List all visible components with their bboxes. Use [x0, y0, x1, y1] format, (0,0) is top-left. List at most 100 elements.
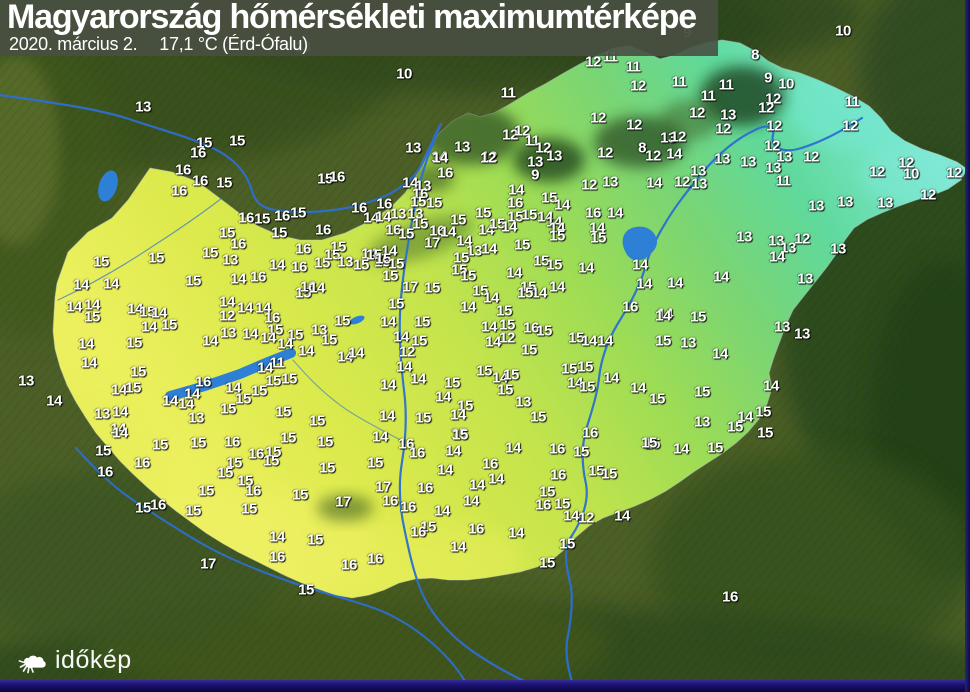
temp-label: 16 — [482, 455, 498, 473]
temp-label: 15 — [130, 363, 146, 381]
temp-label: 15 — [496, 302, 512, 320]
temp-label: 14 — [84, 296, 100, 314]
temp-label: 13 — [794, 325, 810, 343]
temp-label: 12 — [630, 77, 646, 95]
temp-label: 15 — [472, 282, 488, 300]
temp-label: 15 — [292, 486, 308, 504]
temp-label: 14 — [655, 307, 671, 325]
temp-label: 16 — [523, 319, 539, 337]
temp-label: 15 — [460, 267, 476, 285]
temp-label: 9 — [531, 166, 539, 184]
temp-label: 16 — [376, 195, 392, 213]
temp-label: 16 — [238, 209, 254, 227]
temp-label: 17 — [424, 234, 440, 252]
temp-label: 14 — [298, 342, 314, 360]
temp-label: 15 — [559, 535, 575, 553]
temp-label: 15 — [410, 193, 426, 211]
temp-label: 15 — [539, 554, 555, 572]
temp-label: 15 — [727, 418, 743, 436]
temp-label: 15 — [533, 252, 549, 270]
temp-label: 14 — [309, 279, 325, 297]
temp-label: 15 — [271, 224, 287, 242]
temp-label: 12 — [480, 149, 496, 167]
temp-label: 15 — [226, 454, 242, 472]
temp-label: 14 — [607, 204, 623, 222]
temp-label: 16 — [171, 182, 187, 200]
temp-label: 16 — [367, 550, 383, 568]
temp-label: 13 — [780, 239, 796, 257]
lakes — [98, 170, 658, 401]
temp-label: 16 — [224, 433, 240, 451]
temp-label: 15 — [476, 362, 492, 380]
temp-label: 15 — [185, 502, 201, 520]
temp-label: 14 — [81, 354, 97, 372]
temp-label: 13 — [740, 153, 756, 171]
temp-label: 13 — [690, 162, 706, 180]
temp-label: 12 — [842, 117, 858, 135]
temp-label: 15 — [185, 272, 201, 290]
temp-label: 14 — [456, 232, 472, 250]
temp-label: 14 — [410, 370, 426, 388]
temp-label: 13 — [736, 228, 752, 246]
temp-label: 13 — [714, 150, 730, 168]
temp-label: 14 — [380, 376, 396, 394]
temp-label: 16 — [341, 556, 357, 574]
temp-label: 13 — [660, 129, 676, 147]
temp-label: 16 — [264, 309, 280, 327]
temp-label: 15 — [126, 334, 142, 352]
temp-label: 12 — [219, 307, 235, 325]
temp-label: 14 — [463, 492, 479, 510]
temp-label: 13 — [515, 393, 531, 411]
footer-color-bar — [0, 680, 970, 692]
temp-label: 14 — [402, 174, 418, 192]
temp-label: 15 — [398, 225, 414, 243]
temp-label: 11 — [500, 84, 516, 102]
temp-label: 15 — [457, 397, 473, 415]
temp-label: 15 — [366, 246, 382, 264]
temp-label: 16 — [412, 185, 428, 203]
temp-label: 15 — [497, 381, 513, 399]
temp-label: 13 — [337, 253, 353, 271]
temp-label: 15 — [382, 267, 398, 285]
temp-label: 14 — [277, 335, 293, 353]
temp-label: 15 — [453, 249, 469, 267]
temp-label: 15 — [265, 372, 281, 390]
temp-label: 12 — [758, 99, 774, 117]
temp-label: 14 — [225, 379, 241, 397]
temp-label: 14 — [112, 424, 128, 442]
temp-label: 14 — [450, 406, 466, 424]
temp-label: 14 — [219, 293, 235, 311]
temp-label: 15 — [196, 134, 212, 152]
temp-label: 15 — [267, 321, 283, 339]
temp-label: 16 — [585, 204, 601, 222]
temp-label: 14 — [380, 313, 396, 331]
temp-label: 15 — [590, 229, 606, 247]
temp-label: 16 — [245, 482, 261, 500]
temp-label: 15 — [309, 412, 325, 430]
temp-label: 13 — [466, 242, 482, 260]
temp-label: 14 — [375, 208, 391, 226]
temp-label: 16 — [429, 222, 445, 240]
temp-label: 14 — [563, 507, 579, 525]
temp-label: 15 — [353, 256, 369, 274]
logo-text: időkép — [55, 645, 132, 674]
temp-label: 14 — [630, 379, 646, 397]
temp-label: 14 — [578, 259, 594, 277]
temp-label: 13 — [797, 270, 813, 288]
temp-label: 15 — [161, 316, 177, 334]
temp-label: 15 — [237, 472, 253, 490]
temp-label: 16 — [175, 161, 191, 179]
temp-label: 14 — [478, 221, 494, 239]
temp-label: 14 — [434, 502, 450, 520]
temp-label: 16 — [315, 221, 331, 239]
temp-label: 15 — [420, 518, 436, 536]
temp-label: 12 — [794, 230, 810, 248]
lake-ferto — [98, 170, 118, 202]
map-subtitle: 2020. március 2. 17,1 °C (Érd-Ófalu) — [9, 34, 308, 55]
map-date: 2020. március 2. — [9, 34, 138, 54]
temp-label: 13 — [877, 194, 893, 212]
temp-label: 13 — [602, 173, 618, 191]
temp-label: 14 — [505, 439, 521, 457]
temp-label: 14 — [713, 268, 729, 286]
right-color-bar — [965, 0, 970, 692]
